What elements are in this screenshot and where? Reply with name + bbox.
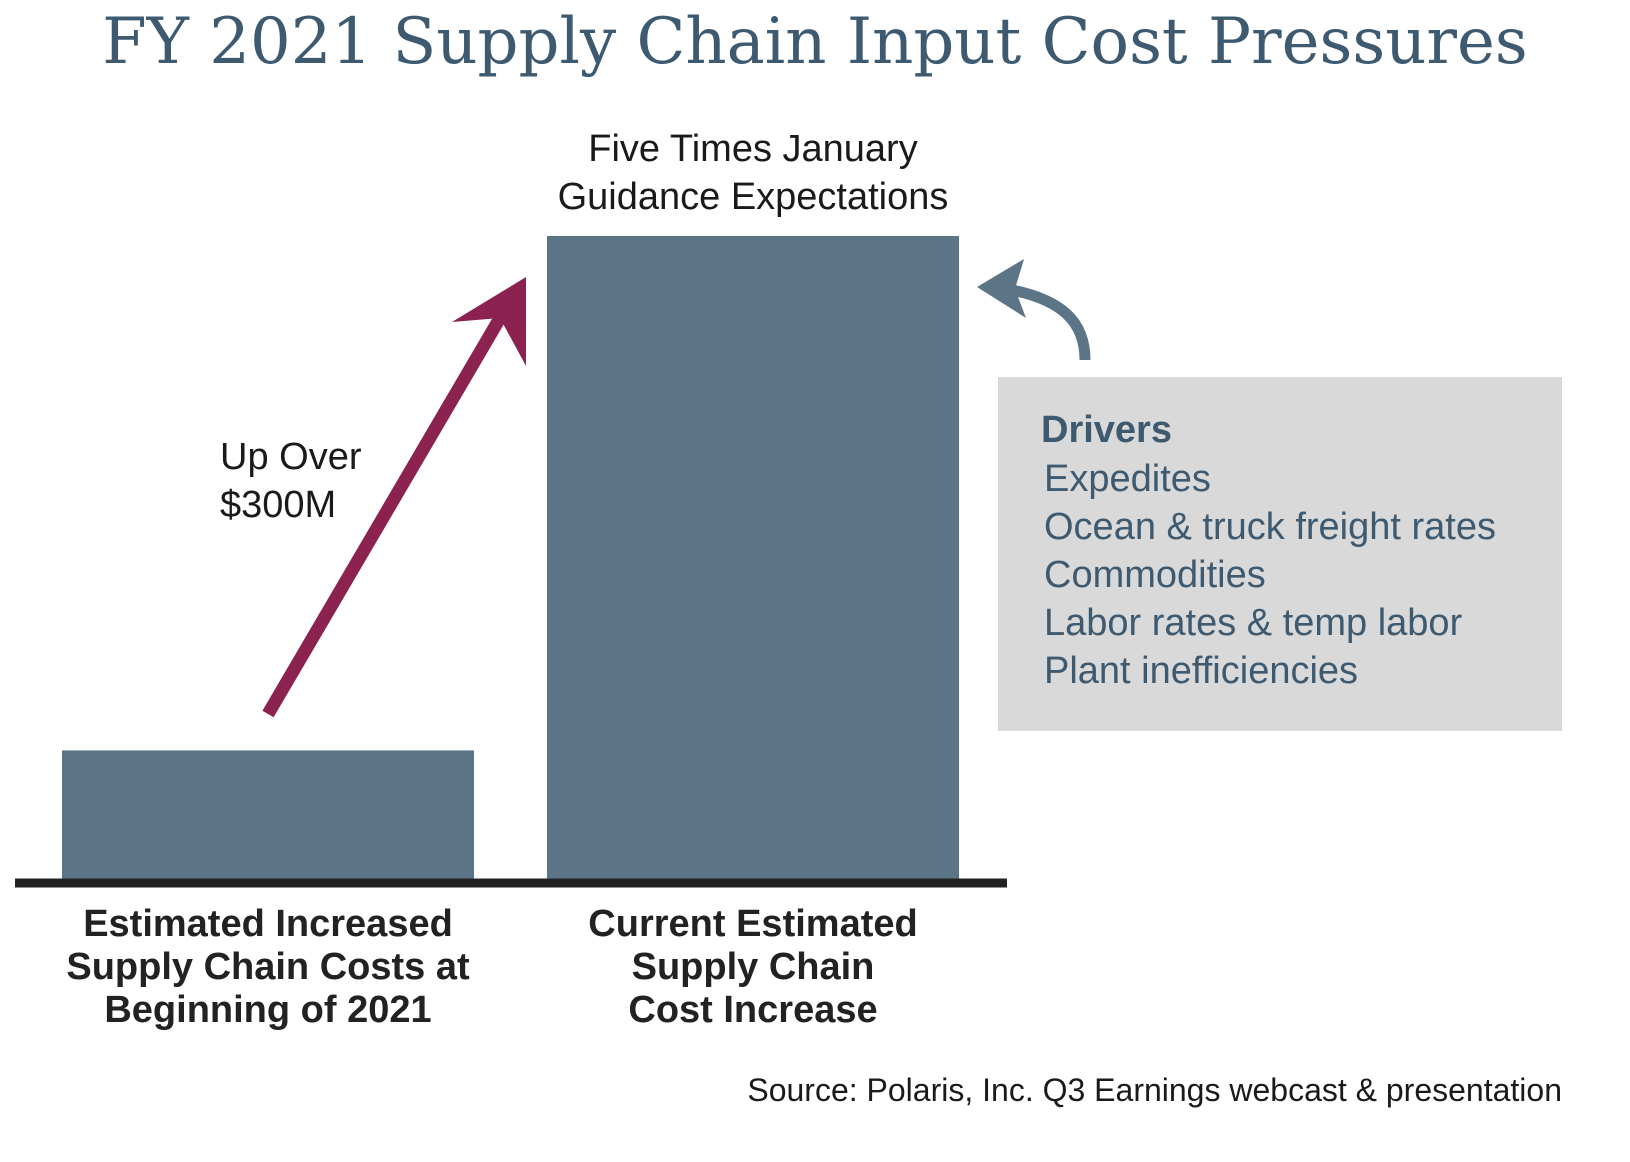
bars-group <box>62 236 959 879</box>
increase-arrow-shaft <box>262 314 506 718</box>
source-note: Source: Polaris, Inc. Q3 Earnings webcas… <box>747 1072 1562 1108</box>
increase-annotation-line-1: Up Over <box>220 436 362 478</box>
category-label-line: Beginning of 2021 <box>104 989 432 1031</box>
drivers-arrow-head <box>977 259 1026 318</box>
increase-annotation: Up Over $300M <box>220 433 361 529</box>
driver-item-labor-rates: Labor rates & temp labor <box>1044 602 1463 644</box>
increase-arrow-head <box>452 277 526 366</box>
category-label-line: Cost Increase <box>628 989 878 1031</box>
category-label-current-estimate: Current Estimated Supply Chain Cost Incr… <box>525 903 981 1032</box>
category-label-line: Supply Chain <box>631 946 875 988</box>
category-label-line: Current Estimated <box>588 903 918 945</box>
drivers-title: Drivers <box>1041 409 1172 451</box>
top-bar-annotation: Five Times January Guidance Expectations <box>545 125 961 221</box>
increase-annotation-line-2: $300M <box>220 484 337 526</box>
chart-title: FY 2021 Supply Chain Input Cost Pressure… <box>102 5 1528 79</box>
curved-arrow-left-icon <box>977 259 1091 361</box>
top-bar-annotation-line-2: Guidance Expectations <box>557 176 949 218</box>
top-bar-annotation-line-1: Five Times January <box>588 128 918 170</box>
drivers-list: Expedites Ocean & truck freight rates Co… <box>1041 455 1562 695</box>
driver-item-expedites: Expedites <box>1044 458 1211 500</box>
arrow-up-right-icon <box>262 277 526 718</box>
drivers-panel: Drivers Expedites Ocean & truck freight … <box>998 377 1562 731</box>
drivers-arrow-curve <box>1010 284 1091 361</box>
category-label-line: Supply Chain Costs at <box>66 946 470 988</box>
category-label-line: Estimated Increased <box>83 903 453 945</box>
category-label-beginning-2021: Estimated Increased Supply Chain Costs a… <box>40 903 496 1032</box>
bar-beginning-2021 <box>62 750 474 879</box>
driver-item-freight-rates: Ocean & truck freight rates <box>1044 506 1496 548</box>
driver-item-commodities: Commodities <box>1044 554 1266 596</box>
driver-item-plant-inefficiencies: Plant inefficiencies <box>1044 650 1359 692</box>
bar-current-estimate <box>547 236 959 879</box>
